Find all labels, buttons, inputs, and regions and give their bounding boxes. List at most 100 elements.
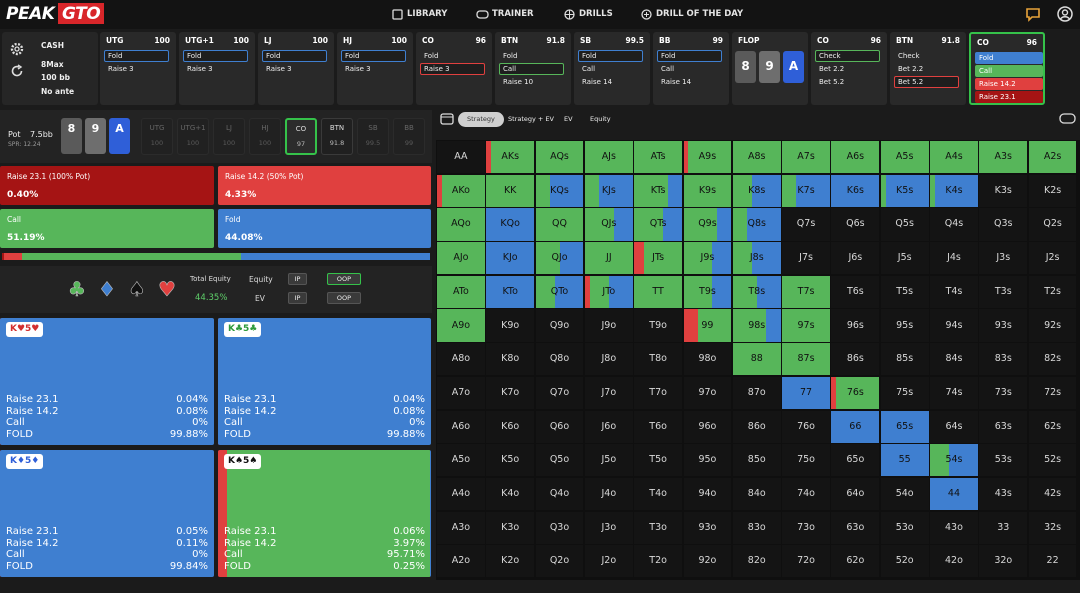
hand-cell[interactable]: 42s (1028, 477, 1077, 511)
hand-cell[interactable]: A2o (437, 545, 485, 578)
hand-cell[interactable]: 77 (782, 376, 830, 410)
hand-cell[interactable]: 33 (979, 511, 1028, 544)
action-option[interactable]: Raise 3 (345, 65, 371, 73)
action-option[interactable]: Call (499, 63, 564, 75)
hand-cell[interactable]: AQs (535, 141, 584, 174)
metric-toggle[interactable]: OOP (327, 292, 361, 304)
hand-cell[interactable]: K4s (930, 174, 978, 207)
hand-cell[interactable]: A7s (782, 141, 830, 174)
hand-cell[interactable]: J5s (880, 242, 929, 275)
hand-cell[interactable]: K6s (831, 174, 880, 207)
hand-cell[interactable]: T3o (634, 511, 683, 544)
action-card[interactable]: CO 96 Check Bet 2.2 Bet 5.2 (811, 32, 887, 105)
hand-cell[interactable]: 75s (880, 376, 929, 410)
hand-cell[interactable]: AJs (584, 141, 633, 174)
hand-cell[interactable]: J2s (1028, 242, 1077, 275)
strategy-action[interactable]: Fold 44.08% (218, 209, 431, 248)
hand-cell[interactable]: Q3o (535, 511, 584, 544)
hand-cell[interactable]: 32s (1028, 511, 1077, 544)
action-card[interactable]: LJ 100 Fold Raise 3 (258, 32, 334, 105)
hand-cell[interactable]: A3o (437, 511, 485, 544)
hand-cell[interactable]: KJo (486, 242, 535, 275)
hand-cell[interactable]: 87s (782, 343, 830, 376)
hand-cell[interactable]: 75o (782, 444, 830, 477)
hand-cell[interactable]: J8s (732, 242, 781, 275)
hand-cell[interactable]: JTs (634, 242, 683, 275)
nav-link[interactable]: TRAINER (492, 9, 534, 19)
hand-cell[interactable]: 92s (1028, 309, 1077, 342)
hand-cell[interactable]: T5o (634, 444, 683, 477)
hand-cell[interactable]: JTo (584, 275, 633, 308)
hand-cell[interactable]: K9o (486, 309, 535, 342)
settings-button[interactable] (10, 42, 24, 56)
hand-cell[interactable]: AA (437, 141, 485, 174)
action-option[interactable]: Fold (104, 50, 169, 62)
hand-cell[interactable]: K5o (486, 444, 535, 477)
hand-cell[interactable]: 82s (1028, 343, 1077, 376)
hand-cell[interactable]: K6o (486, 410, 535, 443)
hand-cell[interactable]: 66 (831, 410, 880, 443)
hand-cell[interactable]: J9o (584, 309, 633, 342)
hand-cell[interactable]: K7o (486, 376, 535, 410)
hand-cell[interactable]: 64s (930, 410, 978, 443)
hand-cell[interactable]: 76s (831, 376, 880, 410)
action-option[interactable]: Raise 3 (187, 65, 213, 73)
hand-cell[interactable]: J6o (584, 410, 633, 443)
hand-cell[interactable]: K9s (683, 174, 732, 207)
hand-cell[interactable]: 62o (831, 545, 880, 578)
hand-cell[interactable]: 97s (782, 309, 830, 342)
hand-cell[interactable]: 43s (979, 477, 1028, 511)
action-option[interactable]: Fold (183, 50, 248, 62)
hand-cell[interactable]: T7o (634, 376, 683, 410)
hand-cell[interactable]: J7o (584, 376, 633, 410)
hand-cell[interactable]: T6s (831, 275, 880, 308)
hand-cell[interactable]: A7o (437, 376, 485, 410)
action-card[interactable]: FLOP 8 9 A (732, 32, 808, 105)
hand-cell[interactable]: KQs (535, 174, 584, 207)
hand-cell[interactable]: T4o (634, 477, 683, 511)
hand-cell[interactable]: 86o (732, 410, 781, 443)
hand-cell[interactable]: Q4s (930, 208, 978, 241)
hand-cell[interactable]: A8o (437, 343, 485, 376)
hand-cell[interactable]: 54o (880, 477, 929, 511)
hand-cell[interactable]: 96s (831, 309, 880, 342)
hand-cell[interactable]: 72s (1028, 376, 1077, 410)
action-option[interactable]: Fold (657, 50, 722, 62)
hand-cell[interactable]: J3s (979, 242, 1028, 275)
hand-cell[interactable]: A6s (831, 141, 880, 174)
hand-cell[interactable]: K5s (880, 174, 929, 207)
hand-cell[interactable]: T5s (880, 275, 929, 308)
hand-cell[interactable]: J9s (683, 242, 732, 275)
account-button[interactable] (1057, 6, 1073, 22)
hand-cell[interactable]: QTo (535, 275, 584, 308)
hand-cell[interactable]: 82o (732, 545, 781, 578)
hand-cell[interactable]: 94s (930, 309, 978, 342)
nav-link[interactable]: LIBRARY (407, 9, 448, 19)
hand-cell[interactable]: Q9o (535, 309, 584, 342)
hand-cell[interactable]: A9o (437, 309, 485, 342)
hand-cell[interactable]: K8o (486, 343, 535, 376)
hand-cell[interactable]: T7s (782, 275, 830, 308)
hand-cell[interactable]: 43o (930, 511, 978, 544)
hand-cell[interactable]: 53s (979, 444, 1028, 477)
hand-cell[interactable]: T9s (683, 275, 732, 308)
action-card[interactable]: BB 99 Fold Call Raise 14 (653, 32, 729, 105)
action-option[interactable]: Call (582, 65, 596, 73)
action-option[interactable]: Raise 3 (266, 65, 292, 73)
action-card[interactable]: UTG 100 Fold Raise 3 (100, 32, 176, 105)
hand-cell[interactable]: 42o (930, 545, 978, 578)
hand-cell[interactable]: QJo (535, 242, 584, 275)
action-card[interactable]: SB 99.5 Fold Call Raise 14 (574, 32, 650, 105)
hand-cell[interactable]: 84s (930, 343, 978, 376)
action-option[interactable]: Raise 10 (503, 78, 534, 86)
hand-cell[interactable]: Q8o (535, 343, 584, 376)
hand-cell[interactable]: A5o (437, 444, 485, 477)
hand-cell[interactable]: 94o (683, 477, 732, 511)
hand-cell[interactable]: AJo (437, 242, 485, 275)
hand-cell[interactable]: 52o (880, 545, 929, 578)
suit-filter[interactable]: ♠ (128, 277, 147, 302)
action-option[interactable]: Call (975, 65, 1043, 77)
action-option[interactable]: Raise 23.1 (975, 91, 1043, 103)
hand-cell[interactable]: 55 (880, 444, 929, 477)
hand-cell[interactable]: 93o (683, 511, 732, 544)
